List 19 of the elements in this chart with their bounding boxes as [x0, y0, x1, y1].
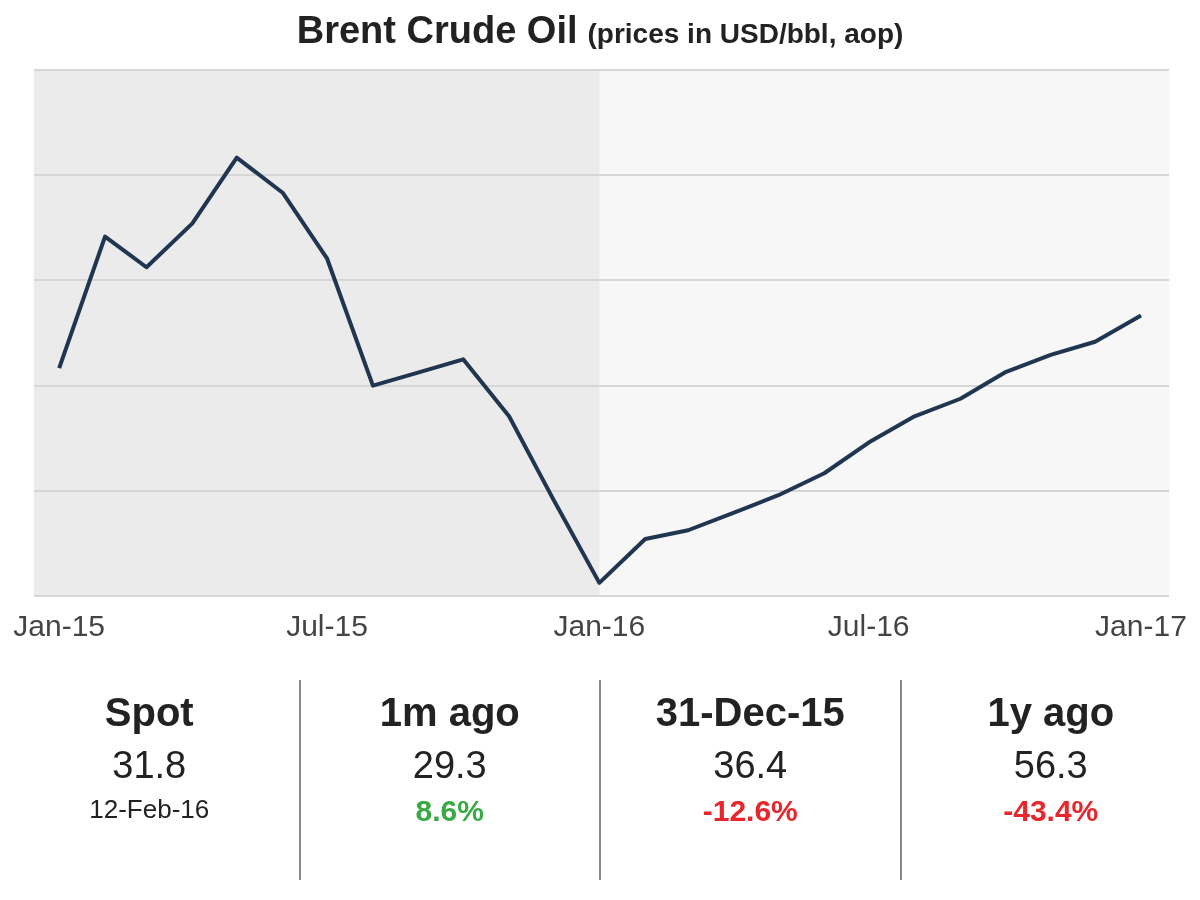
x-tick-label: Jan-16 — [553, 609, 646, 643]
text: 36.4 — [712, 744, 789, 788]
text: 31-Dec-15 — [654, 690, 846, 736]
text: 29.3 — [411, 744, 488, 788]
text: 1y ago — [986, 690, 1116, 736]
text: Spot — [103, 690, 195, 736]
text: 1m ago — [378, 690, 521, 736]
text: -12.6% — [701, 794, 799, 828]
chart-title: Brent Crude Oil — [296, 9, 578, 51]
text: 56.3 — [1012, 744, 1089, 788]
x-tick-label: Jan-15 — [13, 609, 106, 643]
text: 12-Feb-16 — [88, 794, 211, 825]
x-tick-label: Jul-15 — [286, 609, 368, 643]
x-tick-label: Jan-17 — [1095, 609, 1187, 643]
text: 31.8 — [111, 744, 188, 788]
chart-subtitle: (prices in USD/bbl, aop) — [587, 18, 904, 49]
x-tick-label: Jul-16 — [827, 609, 910, 643]
text: -43.4% — [1002, 794, 1100, 828]
text: 8.6% — [414, 794, 485, 828]
